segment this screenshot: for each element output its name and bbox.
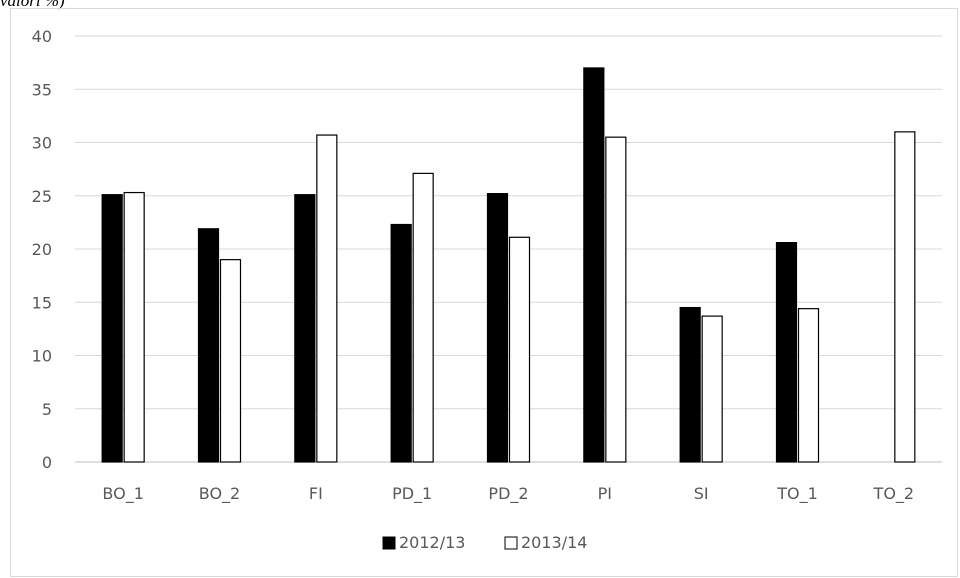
x-tick-label: PD_2 xyxy=(488,484,528,504)
bar xyxy=(101,194,123,463)
y-tick-label: 20 xyxy=(32,240,52,259)
x-tick-label: PI xyxy=(598,484,612,503)
bar xyxy=(486,193,509,463)
bar xyxy=(390,223,412,463)
bar xyxy=(797,308,820,463)
x-tick-label: PD_1 xyxy=(392,484,432,504)
bar xyxy=(316,134,338,463)
x-tick-label: SI xyxy=(694,484,709,503)
y-tick-label: 30 xyxy=(32,134,52,153)
bars xyxy=(101,67,916,463)
y-tick-label: 5 xyxy=(42,400,52,419)
bar xyxy=(775,242,798,463)
bar xyxy=(605,136,627,463)
bar xyxy=(679,306,701,463)
bar xyxy=(412,172,434,463)
x-tick-label: BO_1 xyxy=(102,484,143,504)
y-tick-label: 15 xyxy=(32,293,52,312)
chart-area xyxy=(10,8,958,577)
bar xyxy=(701,315,723,463)
bar xyxy=(894,131,916,463)
caption-fragment: valori %) xyxy=(0,0,65,10)
legend-label: 2013/14 xyxy=(521,533,587,552)
legend-swatch xyxy=(504,536,518,550)
y-tick-label: 35 xyxy=(32,80,52,99)
x-tick-label: FI xyxy=(309,484,323,503)
x-axis-tick-labels: BO_1 BO_2 FI PD_1 PD_2 PI SI TO_1 TO_2 xyxy=(102,484,914,504)
bar xyxy=(583,67,605,463)
legend: 2012/13 2013/14 xyxy=(382,533,587,552)
bar xyxy=(197,228,220,463)
legend-label: 2012/13 xyxy=(399,533,465,552)
y-axis-tick-labels: 0 5 10 15 20 25 30 35 40 xyxy=(32,27,52,472)
bar xyxy=(123,191,145,463)
gridlines xyxy=(75,35,942,463)
x-tick-label: TO_2 xyxy=(873,484,915,504)
legend-swatch xyxy=(382,536,396,550)
y-tick-label: 40 xyxy=(32,27,52,46)
x-tick-label: BO_2 xyxy=(199,484,240,504)
bar xyxy=(508,236,531,463)
bar xyxy=(294,194,316,463)
y-tick-label: 0 xyxy=(42,453,52,472)
x-tick-label: TO_1 xyxy=(776,484,818,504)
bar xyxy=(219,259,242,463)
y-tick-label: 10 xyxy=(32,347,52,366)
y-tick-label: 25 xyxy=(32,187,52,206)
